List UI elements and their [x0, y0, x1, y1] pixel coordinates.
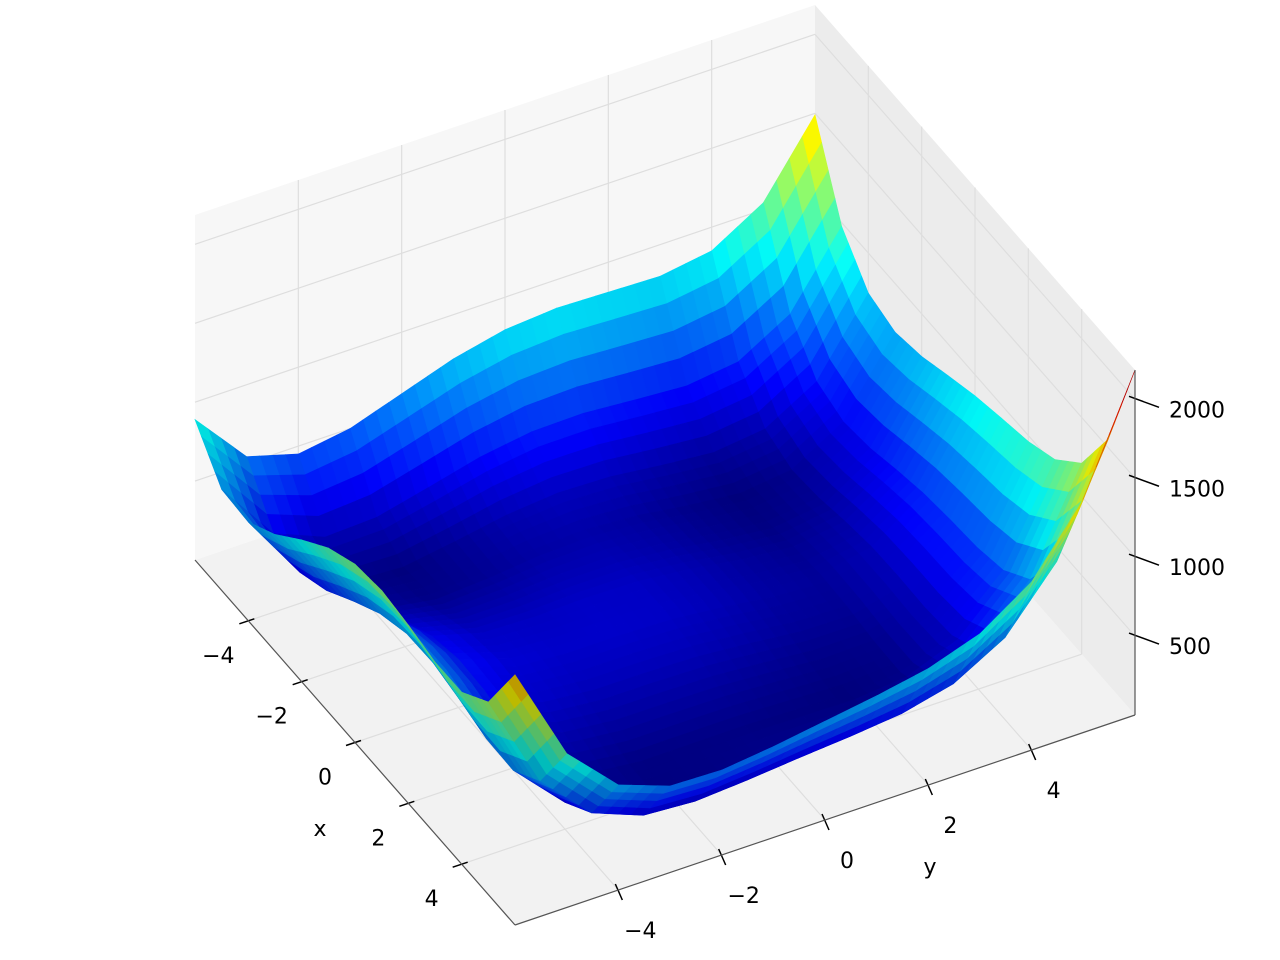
tick-mark [1128, 395, 1160, 409]
tick-mark [1128, 553, 1160, 566]
tick-mark [399, 800, 415, 808]
tick-mark [292, 678, 308, 686]
x-tick-label: 4 [425, 887, 439, 912]
axes: −4 −2 0 2 4 −4 −2 0 2 4 500 1000 1500 2000 [194, 370, 1225, 944]
x-axis-label: x [313, 817, 326, 842]
axis-line [194, 559, 516, 926]
grid-line [194, 191, 816, 403]
grid-line [814, 112, 1136, 479]
tick-mark [239, 618, 255, 625]
tick-mark [717, 848, 727, 866]
grid-line [814, 33, 1136, 400]
y-axis-label: y [923, 855, 936, 880]
grid-line [194, 112, 816, 324]
x-tick-label: 2 [371, 826, 385, 851]
tick-mark [345, 739, 362, 747]
tick-mark [924, 778, 934, 796]
tick-mark [1128, 474, 1160, 487]
x-tick-label: 0 [318, 766, 332, 791]
z-tick-label: 2000 [1169, 398, 1225, 423]
z-tick-label: 500 [1169, 635, 1211, 660]
z-tick-label: 1500 [1169, 477, 1225, 502]
axis-line [514, 714, 1136, 926]
x-tick-label: −4 [202, 644, 234, 669]
tick-mark [1027, 743, 1037, 761]
y-tick-label: −2 [727, 884, 759, 909]
grid-line [194, 33, 816, 245]
tick-mark [452, 861, 468, 868]
y-tick-label: 0 [840, 849, 854, 874]
x-tick-label: −2 [255, 705, 287, 730]
surface-facet [507, 674, 529, 702]
y-tick-label: 4 [1047, 779, 1061, 804]
surface [194, 114, 1136, 816]
tick-mark [614, 883, 624, 901]
y-tick-label: 2 [943, 814, 957, 839]
tick-mark [821, 813, 830, 831]
tick-mark [1128, 632, 1160, 645]
y-tick-label: −4 [624, 919, 656, 944]
z-tick-label: 1000 [1169, 556, 1225, 581]
